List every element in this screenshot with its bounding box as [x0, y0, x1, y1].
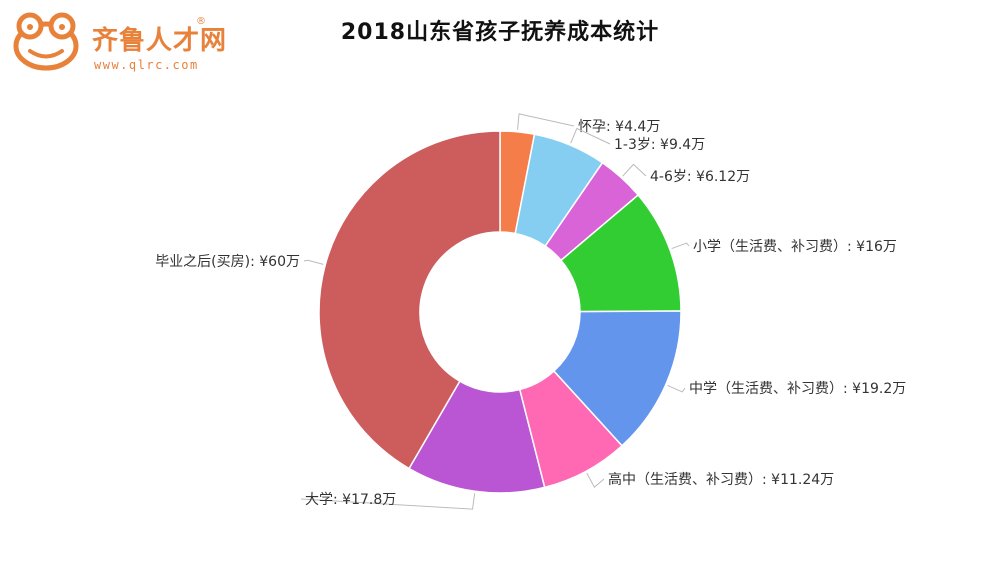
frog-icon	[13, 12, 79, 71]
slice-label-2: 4-6岁: ¥6.12万	[650, 169, 750, 185]
brand-url: www.qlrc.com	[94, 58, 199, 72]
slice-7	[318, 130, 501, 470]
leader-line-1	[570, 127, 611, 145]
slice-label-1: 1-3岁: ¥9.4万	[614, 137, 705, 153]
leader-line-6	[300, 493, 476, 510]
slice-label-7: 毕业之后(买房): ¥60万	[155, 254, 300, 270]
slice-label-5: 高中（生活费、补习费）: ¥11.24万	[608, 471, 834, 488]
leader-line-4	[667, 385, 686, 393]
leader-line-7	[303, 259, 324, 265]
chart-title: 2018山东省孩子抚养成本统计	[340, 20, 660, 45]
slice-label-4: 中学（生活费、补习费）: ¥19.2万	[689, 381, 906, 397]
leader-line-3	[671, 242, 690, 250]
slice-label-6: 大学: ¥17.8万	[305, 492, 396, 508]
logo: 齐鲁人才网 ® www.qlrc.com	[8, 6, 238, 76]
leader-line-2	[622, 163, 647, 177]
brand-name: 齐鲁人才网	[92, 26, 228, 56]
slice-label-0: 怀孕: ¥4.4万	[578, 119, 660, 135]
slice-4	[552, 310, 682, 447]
registered-mark: ®	[196, 16, 206, 27]
leader-line-5	[586, 472, 605, 488]
leader-line-0	[517, 113, 575, 130]
slice-label-3: 小学（生活费、补习费）: ¥16万	[693, 239, 897, 255]
